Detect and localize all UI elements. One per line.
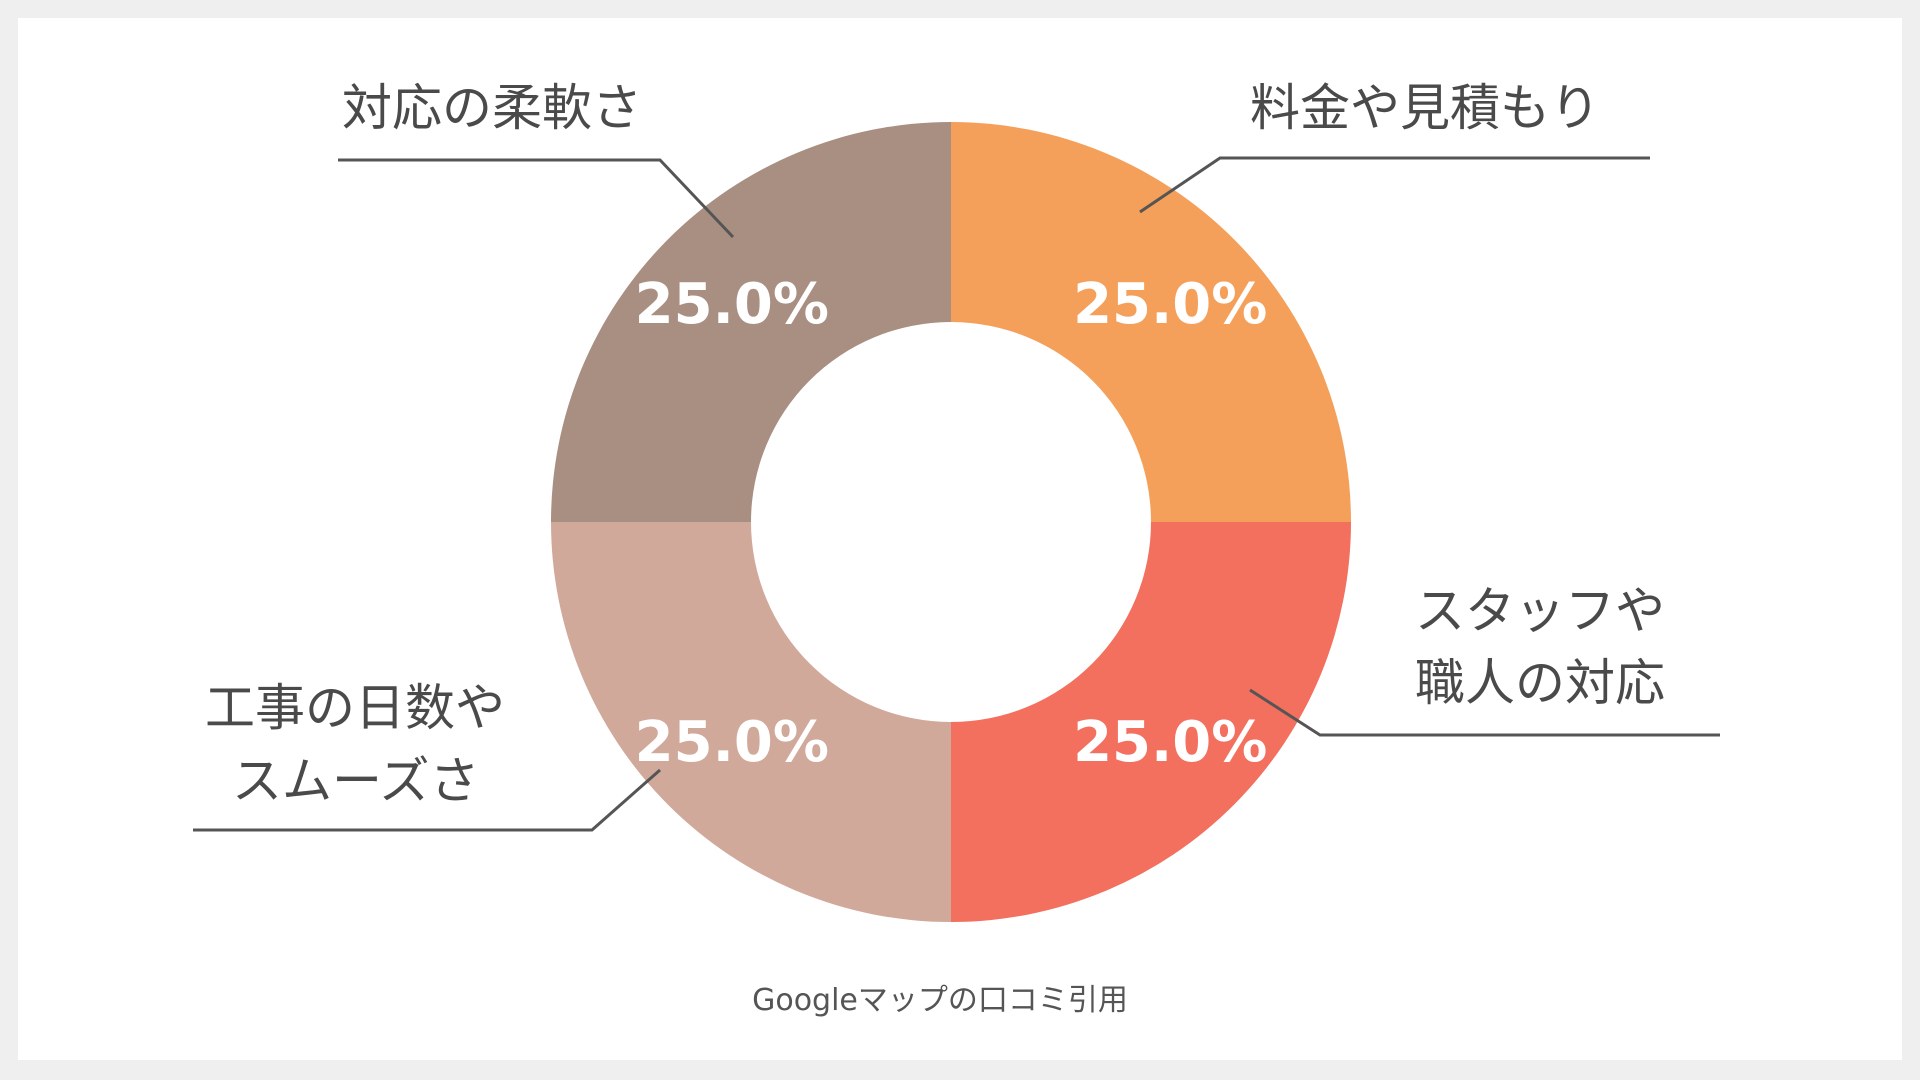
donut-slice-3 bbox=[551, 522, 951, 922]
category-label-3-line-2: スムーズさ bbox=[232, 752, 480, 810]
category-label-2-line-1: スタッフや bbox=[1415, 582, 1665, 640]
leader-line-3 bbox=[193, 768, 661, 832]
donut-slice-4 bbox=[551, 122, 951, 522]
donut-slices bbox=[551, 122, 1351, 922]
leader-line-1 bbox=[1139, 156, 1650, 214]
category-label-1-line-1: 料金や見積もり bbox=[1250, 79, 1600, 137]
category-label-3-line-1: 工事の日数や bbox=[205, 679, 505, 737]
category-label-2-line-2: 職人の対応 bbox=[1415, 654, 1665, 712]
donut-slice-2 bbox=[951, 522, 1351, 922]
category-label-4-line-1: 対応の柔軟さ bbox=[342, 79, 642, 137]
value-label-2: 25.0% bbox=[1073, 710, 1267, 775]
donut-slice-1 bbox=[951, 122, 1351, 522]
value-label-3: 25.0% bbox=[635, 710, 829, 775]
source-note: Googleマップの口コミ引用 bbox=[752, 983, 1128, 1018]
value-label-4: 25.0% bbox=[635, 272, 829, 337]
leader-line-4 bbox=[338, 158, 735, 239]
leader-lines bbox=[193, 156, 1720, 832]
value-labels: 25.0% 25.0% 25.0% 25.0% bbox=[635, 272, 1268, 775]
leader-line-2 bbox=[1249, 688, 1720, 737]
value-label-1: 25.0% bbox=[1073, 272, 1267, 337]
